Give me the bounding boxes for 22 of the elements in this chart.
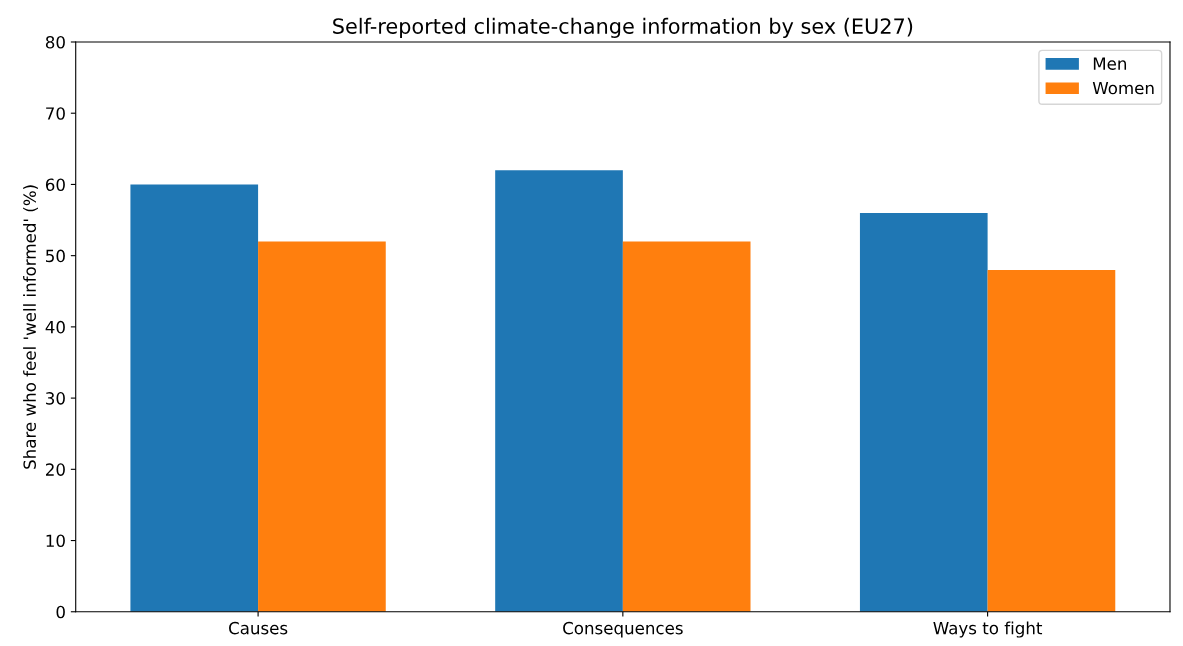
- bar: [859, 212, 988, 612]
- bar: [495, 170, 623, 612]
- x-tick-label: Ways to fight: [933, 621, 1043, 638]
- bar: [258, 241, 386, 612]
- y-tick-label: 40: [45, 320, 65, 334]
- y-tick-label: 30: [46, 392, 65, 405]
- y-tick-label: 0: [56, 605, 65, 619]
- bar: [987, 269, 1116, 612]
- y-tick-label: 60: [45, 178, 65, 191]
- y-tick-label: 50: [46, 249, 65, 263]
- y-tick-label: 10: [46, 534, 65, 548]
- x-tick-label: Consequences: [563, 621, 683, 638]
- bar: [130, 184, 259, 612]
- chart-title: Self-reported climate-change information by sex (EU27): [333, 17, 913, 38]
- bar: [622, 241, 751, 612]
- x-tick-label: Causes: [229, 621, 288, 635]
- y-tick-label: 70: [46, 107, 65, 120]
- y-tick-label: 80: [45, 35, 65, 49]
- y-tick-label: 20: [46, 463, 65, 476]
- legend-label: Men: [1093, 57, 1127, 70]
- y-axis-title: Share who feel 'well informed' (%): [23, 185, 38, 469]
- legend-label: Women: [1092, 81, 1154, 95]
